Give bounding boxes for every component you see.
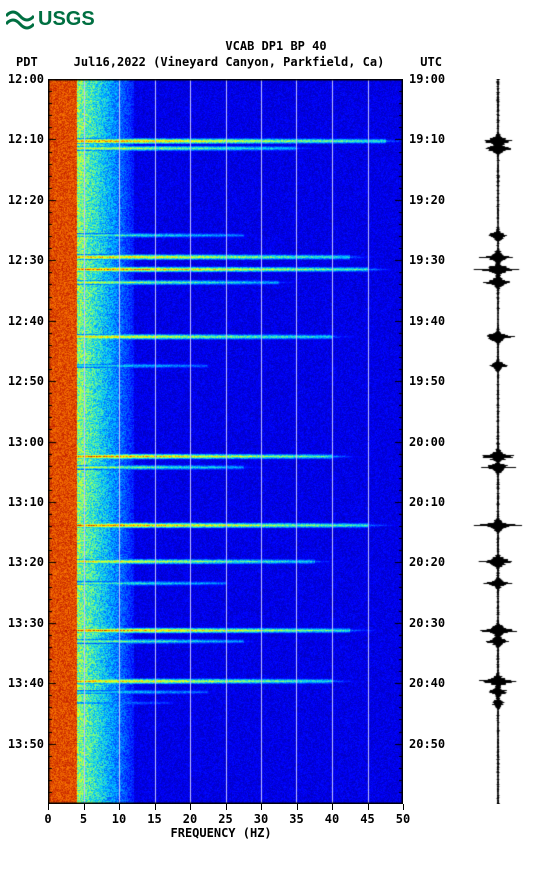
x-tick [226,804,227,810]
wave-icon [6,10,34,30]
y-left-tick-label: 13:40 [0,676,44,690]
x-tick-label: 10 [110,812,128,826]
x-tick [403,804,404,810]
spectrogram [48,79,403,804]
y-right-tick-label: 20:00 [409,435,449,449]
x-tick-label: 30 [252,812,270,826]
y-right-tick-label: 20:20 [409,555,449,569]
y-right-tick-label: 19:10 [409,132,449,146]
y-right-tick-label: 19:30 [409,253,449,267]
y-right-tick-label: 20:10 [409,495,449,509]
y-right-tick-label: 20:40 [409,676,449,690]
y-right-tick-label: 19:50 [409,374,449,388]
x-tick-label: 25 [217,812,235,826]
logo-text: USGS [38,8,95,31]
chart-subtitle: PDT Jul16,2022 (Vineyard Canyon, Parkfie… [0,55,552,69]
x-tick-label: 45 [359,812,377,826]
x-tick [155,804,156,810]
x-axis-title: FREQUENCY (HZ) [171,826,272,840]
x-tick [261,804,262,810]
x-tick [119,804,120,810]
y-left-tick-label: 12:50 [0,374,44,388]
x-tick [190,804,191,810]
x-tick-label: 0 [39,812,57,826]
x-tick-label: 35 [288,812,306,826]
y-right-tick-label: 20:30 [409,616,449,630]
x-tick [332,804,333,810]
x-tick-label: 20 [181,812,199,826]
chart-title: VCAB DP1 BP 40 [0,39,552,53]
y-left-tick-label: 13:00 [0,435,44,449]
x-tick [48,804,49,810]
x-tick-label: 40 [323,812,341,826]
usgs-logo: USGS [0,0,552,35]
y-right-tick-label: 20:50 [409,737,449,751]
y-left-tick-label: 12:00 [0,72,44,86]
y-right-tick-label: 19:40 [409,314,449,328]
x-tick-label: 50 [394,812,412,826]
y-left-tick-label: 12:40 [0,314,44,328]
y-right-tick-label: 19:00 [409,72,449,86]
date-location: Jul16,2022 (Vineyard Canyon, Parkfield, … [74,55,385,69]
y-left-tick-label: 13:20 [0,555,44,569]
y-left-tick-label: 13:50 [0,737,44,751]
tz-left: PDT [16,55,38,69]
x-tick [84,804,85,810]
y-left-tick-label: 12:30 [0,253,44,267]
y-left-tick-label: 13:10 [0,495,44,509]
y-left-tick-label: 12:10 [0,132,44,146]
y-left-tick-label: 13:30 [0,616,44,630]
x-tick-label: 15 [146,812,164,826]
y-left-tick-label: 12:20 [0,193,44,207]
y-right-tick-label: 19:20 [409,193,449,207]
x-tick [297,804,298,810]
x-tick [368,804,369,810]
x-tick-label: 5 [75,812,93,826]
tz-right: UTC [420,55,442,69]
seismogram [453,79,543,804]
